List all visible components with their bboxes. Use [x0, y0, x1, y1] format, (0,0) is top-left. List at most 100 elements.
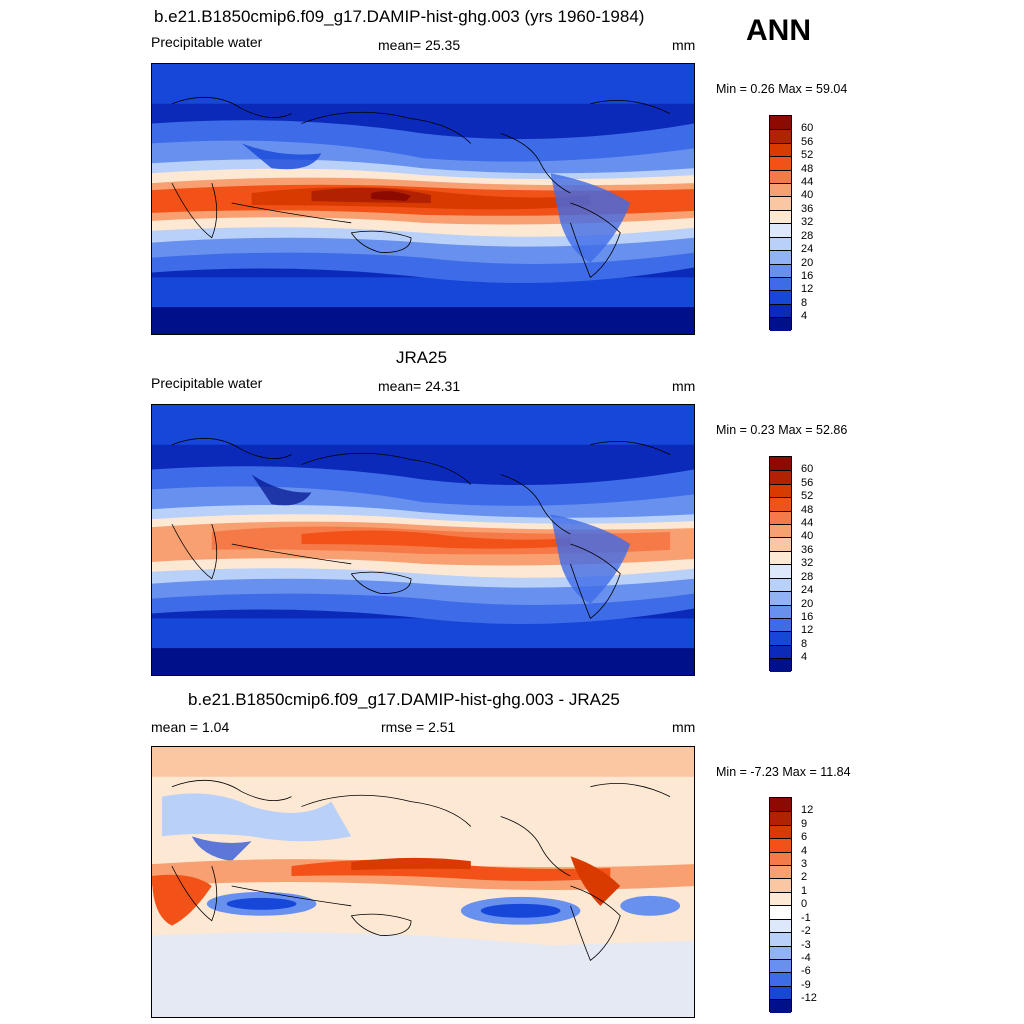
colorbar-3-swatch	[770, 798, 791, 812]
colorbar-1-swatch	[770, 170, 791, 184]
panel-2-minmax: Min = 0.23 Max = 52.86	[716, 423, 848, 437]
colorbar-3-swatch	[770, 865, 791, 879]
colorbar-3-swatch	[770, 946, 791, 960]
panel-2-map	[151, 404, 695, 676]
panel-2-colorbar	[769, 456, 792, 672]
colorbar-1-swatch	[770, 129, 791, 143]
colorbar-1-swatch	[770, 156, 791, 170]
colorbar-2-swatch	[770, 524, 791, 538]
colorbar-1-tick: 60	[801, 122, 814, 134]
colorbar-2-swatch	[770, 605, 791, 619]
colorbar-1-tick: 4	[801, 310, 808, 322]
colorbar-3-swatch	[770, 825, 791, 839]
colorbar-3-tick: 4	[801, 845, 808, 857]
colorbar-2-swatch	[770, 618, 791, 632]
colorbar-1-swatch	[770, 317, 791, 331]
colorbar-3-tick: -12	[801, 992, 817, 1004]
colorbar-1-tick: 12	[801, 283, 814, 295]
colorbar-1-swatch	[770, 183, 791, 197]
colorbar-2-tick: 8	[801, 638, 808, 650]
colorbar-2-swatch	[770, 537, 791, 551]
colorbar-1-tick: 44	[801, 176, 814, 188]
colorbar-2-tick: 60	[801, 463, 814, 475]
panel-1-variable-label: Precipitable water	[151, 34, 263, 50]
colorbar-2-swatch	[770, 470, 791, 484]
panel-1-map	[151, 63, 695, 335]
colorbar-2-swatch	[770, 658, 791, 672]
panel-1-minmax: Min = 0.26 Max = 59.04	[716, 82, 848, 96]
colorbar-1-swatch	[770, 277, 791, 291]
colorbar-3-swatch	[770, 959, 791, 973]
colorbar-1-swatch	[770, 116, 791, 130]
colorbar-1-tick: 16	[801, 270, 814, 282]
colorbar-2-swatch	[770, 631, 791, 645]
colorbar-2-tick: 4	[801, 651, 808, 663]
colorbar-3-swatch	[770, 852, 791, 866]
colorbar-2-tick: 40	[801, 530, 814, 542]
colorbar-2-tick: 32	[801, 557, 814, 569]
colorbar-3-swatch	[770, 811, 791, 825]
colorbar-1-swatch	[770, 304, 791, 318]
colorbar-2-swatch	[770, 497, 791, 511]
colorbar-3-swatch	[770, 892, 791, 906]
colorbar-2-swatch	[770, 511, 791, 525]
colorbar-1-swatch	[770, 223, 791, 237]
colorbar-1-tick: 24	[801, 243, 814, 255]
colorbar-3-swatch	[770, 878, 791, 892]
panel-3-minmax: Min = -7.23 Max = 11.84	[716, 765, 851, 779]
colorbar-3-tick: -6	[801, 965, 811, 977]
colorbar-1-swatch	[770, 210, 791, 224]
colorbar-2-swatch	[770, 578, 791, 592]
panel-3-units-label: mm	[672, 719, 696, 735]
colorbar-1-swatch	[770, 143, 791, 157]
colorbar-1-tick: 40	[801, 189, 814, 201]
colorbar-2-tick: 44	[801, 517, 814, 529]
panel-1-units-label: mm	[672, 37, 696, 53]
colorbar-2-tick: 16	[801, 611, 814, 623]
colorbar-2-swatch	[770, 457, 791, 471]
colorbar-1-tick: 48	[801, 163, 814, 175]
colorbar-3-tick: 9	[801, 818, 808, 830]
season-label: ANN	[746, 14, 811, 47]
colorbar-2-swatch	[770, 564, 791, 578]
colorbar-1-swatch	[770, 250, 791, 264]
colorbar-2-tick: 36	[801, 544, 814, 556]
panel-3-rmse-label: rmse = 2.51	[381, 719, 456, 735]
panel-3-colorbar	[769, 797, 792, 1013]
colorbar-3-swatch	[770, 838, 791, 852]
colorbar-3-tick: 1	[801, 885, 808, 897]
colorbar-3-swatch	[770, 999, 791, 1013]
colorbar-3-tick: 3	[801, 858, 808, 870]
colorbar-2-tick: 52	[801, 490, 814, 502]
panel-1-colorbar	[769, 115, 792, 331]
colorbar-3-tick: 2	[801, 871, 808, 883]
colorbar-2-tick: 48	[801, 504, 814, 516]
colorbar-3-tick: -3	[801, 939, 811, 951]
colorbar-3-tick: -9	[801, 979, 811, 991]
colorbar-1-tick: 52	[801, 149, 814, 161]
colorbar-2-swatch	[770, 591, 791, 605]
panel-3-mean-label: mean = 1.04	[151, 719, 230, 735]
panel-2-units-label: mm	[672, 378, 696, 394]
colorbar-2-tick: 20	[801, 598, 814, 610]
colorbar-3-swatch	[770, 986, 791, 1000]
panel-3-title: b.e21.B1850cmip6.f09_g17.DAMIP-hist-ghg.…	[188, 690, 620, 709]
colorbar-1-tick: 36	[801, 203, 814, 215]
panel-2-variable-label: Precipitable water	[151, 375, 263, 391]
colorbar-1-tick: 28	[801, 230, 814, 242]
colorbar-1-swatch	[770, 237, 791, 251]
colorbar-2-swatch	[770, 484, 791, 498]
colorbar-1-tick: 8	[801, 297, 808, 309]
colorbar-1-swatch	[770, 196, 791, 210]
colorbar-3-tick: -2	[801, 925, 811, 937]
colorbar-3-swatch	[770, 919, 791, 933]
colorbar-2-swatch	[770, 551, 791, 565]
panel-1-title: b.e21.B1850cmip6.f09_g17.DAMIP-hist-ghg.…	[154, 7, 645, 26]
colorbar-1-tick: 20	[801, 257, 814, 269]
colorbar-3-swatch	[770, 972, 791, 986]
colorbar-1-tick: 32	[801, 216, 814, 228]
colorbar-2-tick: 56	[801, 477, 814, 489]
colorbar-1-tick: 56	[801, 136, 814, 148]
colorbar-2-tick: 28	[801, 571, 814, 583]
colorbar-3-tick: 12	[801, 804, 814, 816]
